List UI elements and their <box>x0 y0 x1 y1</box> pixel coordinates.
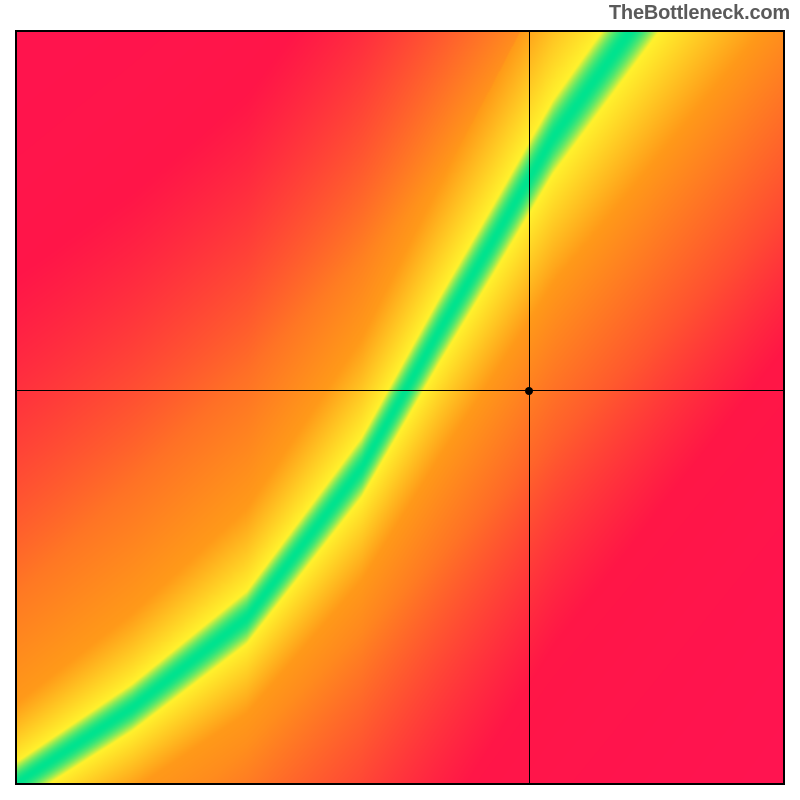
crosshair-horizontal <box>17 390 783 391</box>
crosshair-vertical <box>529 32 530 783</box>
watermark-text: TheBottleneck.com <box>609 2 790 25</box>
heatmap-canvas <box>17 32 783 783</box>
crosshair-marker <box>525 387 533 395</box>
chart-container: TheBottleneck.com <box>0 0 800 800</box>
heatmap-plot <box>15 30 785 785</box>
